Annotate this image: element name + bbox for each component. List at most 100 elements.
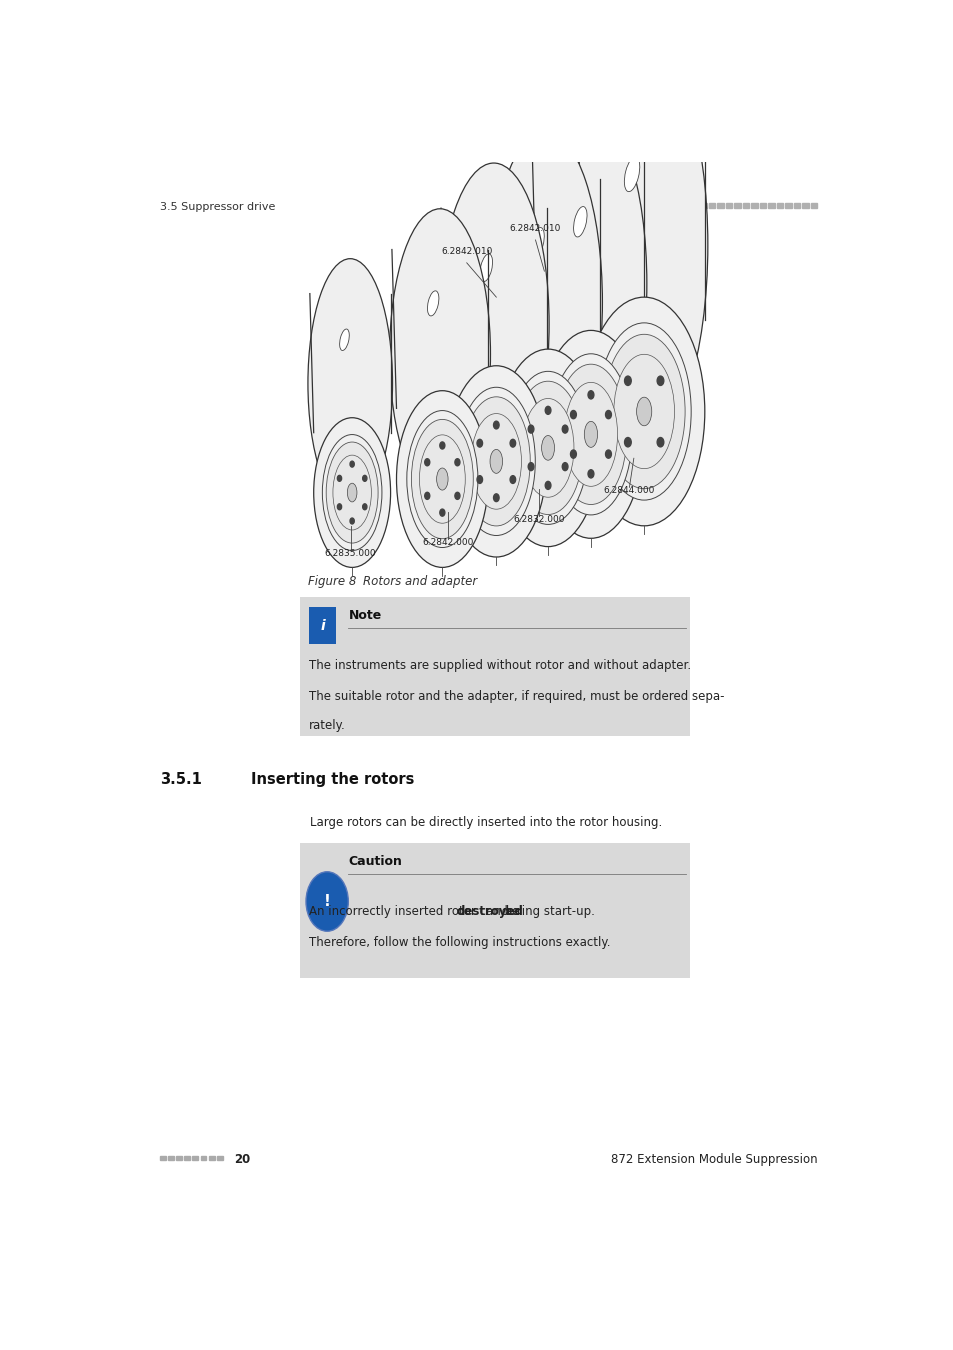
Ellipse shape: [513, 381, 582, 514]
Ellipse shape: [537, 331, 643, 539]
Circle shape: [350, 518, 354, 524]
Text: Caution: Caution: [348, 856, 402, 868]
Ellipse shape: [531, 228, 544, 256]
Text: 6.2842.000: 6.2842.000: [422, 537, 474, 547]
Ellipse shape: [339, 329, 349, 351]
Text: The suitable rotor and the adapter, if required, must be ordered sepa-: The suitable rotor and the adapter, if r…: [309, 690, 724, 703]
Text: 6.2844.000: 6.2844.000: [603, 486, 655, 494]
Bar: [810, 202, 817, 208]
Ellipse shape: [613, 354, 674, 468]
Circle shape: [605, 450, 611, 458]
Ellipse shape: [411, 420, 473, 539]
Circle shape: [362, 504, 367, 510]
Ellipse shape: [322, 435, 381, 551]
Bar: [209, 1156, 214, 1160]
Text: Inserting the rotors: Inserting the rotors: [251, 772, 414, 787]
Text: An incorrectly inserted rotor can be: An incorrectly inserted rotor can be: [309, 906, 522, 918]
Text: Large rotors can be directly inserted into the rotor housing.: Large rotors can be directly inserted in…: [310, 815, 661, 829]
Ellipse shape: [573, 207, 586, 238]
Bar: [767, 202, 774, 208]
Ellipse shape: [496, 350, 599, 547]
Ellipse shape: [583, 297, 704, 526]
Text: 3.5 Suppressor drive: 3.5 Suppressor drive: [160, 201, 275, 212]
Text: 6.2835.000: 6.2835.000: [325, 549, 376, 558]
Ellipse shape: [427, 290, 438, 316]
Circle shape: [510, 439, 515, 447]
Ellipse shape: [438, 163, 549, 485]
Text: !: !: [323, 894, 331, 909]
Circle shape: [510, 475, 515, 483]
Circle shape: [561, 425, 567, 433]
Ellipse shape: [406, 410, 477, 548]
Ellipse shape: [597, 323, 691, 500]
Text: 6.2842.010: 6.2842.010: [509, 224, 560, 232]
Bar: [160, 1156, 166, 1160]
Ellipse shape: [471, 413, 521, 509]
Circle shape: [528, 425, 534, 433]
Bar: [784, 202, 791, 208]
Circle shape: [528, 463, 534, 471]
Ellipse shape: [456, 387, 535, 536]
Bar: [682, 202, 689, 208]
Bar: [665, 202, 672, 208]
Bar: [691, 202, 698, 208]
Bar: [793, 202, 800, 208]
Circle shape: [337, 475, 341, 482]
Circle shape: [455, 493, 459, 500]
Text: 6.2842.010: 6.2842.010: [440, 247, 492, 255]
Text: The instruments are supplied without rotor and without adapter.: The instruments are supplied without rot…: [309, 659, 691, 672]
Circle shape: [657, 377, 663, 386]
Bar: [751, 202, 757, 208]
Text: Rotors and adapter: Rotors and adapter: [363, 575, 477, 587]
Bar: [725, 202, 731, 208]
Ellipse shape: [490, 450, 502, 474]
Bar: [309, 608, 335, 644]
Circle shape: [561, 463, 567, 471]
Ellipse shape: [549, 354, 632, 514]
Ellipse shape: [419, 435, 465, 524]
Circle shape: [587, 470, 594, 478]
Bar: [700, 202, 706, 208]
Bar: [649, 202, 655, 208]
Ellipse shape: [564, 382, 617, 486]
Text: destroyed: destroyed: [456, 906, 523, 918]
Circle shape: [424, 493, 430, 500]
Ellipse shape: [389, 209, 490, 500]
Circle shape: [570, 410, 576, 418]
Circle shape: [439, 441, 444, 450]
Text: 6.2832.000: 6.2832.000: [513, 514, 564, 524]
Ellipse shape: [333, 455, 371, 531]
Circle shape: [424, 459, 430, 466]
Ellipse shape: [436, 468, 448, 490]
Text: during start-up.: during start-up.: [497, 906, 594, 918]
Ellipse shape: [583, 421, 597, 447]
Bar: [216, 1156, 222, 1160]
Text: rately.: rately.: [309, 720, 346, 732]
Bar: [801, 202, 808, 208]
Ellipse shape: [507, 371, 588, 524]
Circle shape: [493, 494, 498, 502]
Bar: [632, 202, 638, 208]
Ellipse shape: [636, 397, 651, 425]
Circle shape: [605, 410, 611, 418]
Text: 872 Extension Module Suppression: 872 Extension Module Suppression: [611, 1153, 817, 1166]
Ellipse shape: [479, 254, 492, 282]
Bar: [200, 1156, 206, 1160]
Circle shape: [337, 504, 341, 510]
Circle shape: [624, 377, 631, 386]
Bar: [742, 202, 748, 208]
Ellipse shape: [462, 397, 530, 526]
Ellipse shape: [602, 335, 684, 489]
Ellipse shape: [555, 364, 626, 505]
Bar: [717, 202, 723, 208]
Circle shape: [362, 475, 367, 482]
Circle shape: [545, 482, 550, 490]
Circle shape: [545, 406, 550, 414]
Ellipse shape: [347, 483, 356, 502]
Bar: [300, 597, 689, 736]
Bar: [658, 202, 663, 208]
Ellipse shape: [396, 390, 488, 567]
Bar: [300, 842, 689, 977]
Ellipse shape: [326, 441, 377, 543]
Text: i: i: [320, 618, 325, 633]
